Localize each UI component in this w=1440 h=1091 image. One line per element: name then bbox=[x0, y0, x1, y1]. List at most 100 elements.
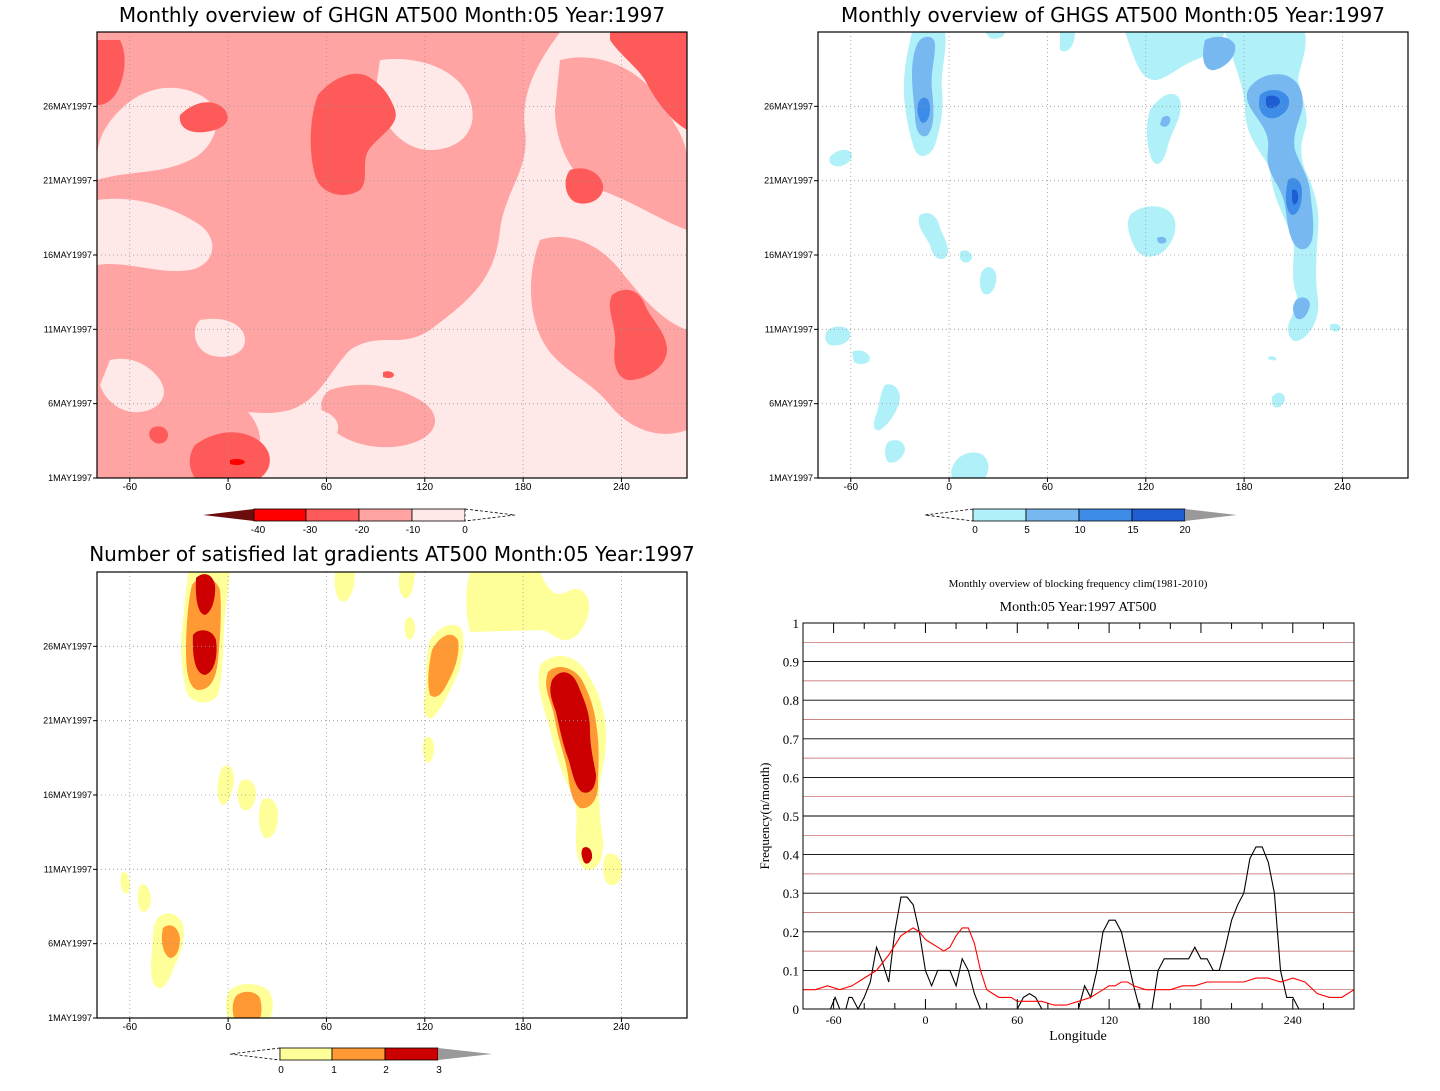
ghgn-colorbar-bin bbox=[359, 509, 412, 521]
y-tick-label: 6MAY1997 bbox=[48, 399, 92, 409]
x-tick-label: 0 bbox=[946, 482, 952, 493]
x-tick-label: -60 bbox=[123, 1022, 138, 1033]
x-tick-label: 240 bbox=[1284, 1013, 1302, 1027]
ghgn-colorbar-label: -40 bbox=[251, 525, 266, 536]
x-tick-label: -60 bbox=[826, 1013, 842, 1027]
lat-gradients-y-axis: 1MAY1997 6MAY1997 11MAY1997 16MAY1997 21MAY1… bbox=[43, 641, 97, 1023]
lat-gradients-colorbar-label: 1 bbox=[331, 1065, 337, 1076]
y-tick-label: 16MAY1997 bbox=[43, 790, 92, 800]
x-tick-label: 60 bbox=[1011, 1013, 1023, 1027]
lat-gradients-colorbar-bin bbox=[332, 1048, 385, 1060]
blocking-y-axis: 00.10.20.30.40.50.60.70.80.91 bbox=[783, 616, 800, 1017]
blocking-x-label: Longitude bbox=[1049, 1029, 1107, 1044]
y-tick-label: 26MAY1997 bbox=[764, 101, 813, 111]
y-tick-label: 11MAY1997 bbox=[44, 864, 92, 874]
y-tick-label: 16MAY1997 bbox=[43, 250, 92, 260]
y-tick-label: 6MAY1997 bbox=[769, 399, 813, 409]
ghgs-x-axis: -60 0 60 120 180 240 bbox=[844, 478, 1352, 493]
ghgn-colorbar-low-arrow bbox=[203, 509, 254, 521]
ghgs-colorbar-label: 20 bbox=[1179, 525, 1191, 536]
ghgs-colorbar-label: 15 bbox=[1127, 525, 1139, 536]
x-tick-label: 0 bbox=[225, 1022, 231, 1033]
ghgs-colorbar-label: 5 bbox=[1024, 525, 1030, 536]
lat-gradients-colorbar-bin bbox=[280, 1048, 332, 1060]
panel-lat-gradients: Number of satisfied lat gradients AT500 … bbox=[43, 542, 695, 1076]
y-tick-label: 26MAY1997 bbox=[43, 641, 92, 651]
y-tick-label: 0 bbox=[793, 1002, 800, 1017]
panel-ghgs-title: Monthly overview of GHGS AT500 Month:05 … bbox=[841, 3, 1385, 27]
y-tick-label: 0.1 bbox=[783, 963, 799, 978]
ghgn-colorbar-label: -10 bbox=[406, 525, 421, 536]
panel-ghgn: Monthly overview of GHGN AT500 Month:05 … bbox=[43, 3, 687, 536]
x-tick-label: 180 bbox=[515, 1022, 532, 1033]
y-tick-label: 6MAY1997 bbox=[48, 939, 92, 949]
panel-ghgn-title: Monthly overview of GHGN AT500 Month:05 … bbox=[119, 3, 665, 27]
y-tick-label: 16MAY1997 bbox=[764, 250, 813, 260]
y-tick-label: 0.9 bbox=[783, 655, 799, 670]
x-tick-label: -60 bbox=[844, 482, 859, 493]
y-tick-label: 0.4 bbox=[783, 848, 800, 863]
y-tick-label: 11MAY1997 bbox=[765, 324, 813, 334]
x-tick-label: 120 bbox=[416, 1022, 433, 1033]
ghgs-colorbar-label: 10 bbox=[1074, 525, 1086, 536]
blocking-subtitle: Month:05 Year:1997 AT500 bbox=[1000, 600, 1157, 615]
x-tick-label: 240 bbox=[613, 482, 630, 493]
y-tick-label: 0.7 bbox=[783, 732, 800, 747]
lat-gradients-colorbar-high-arrow bbox=[438, 1048, 492, 1060]
lat-gradients-colorbar-label: 0 bbox=[278, 1065, 284, 1076]
y-tick-label: 1 bbox=[793, 616, 800, 631]
series-line-red bbox=[803, 928, 1354, 1005]
blocking-y-label: Frequency(n/month) bbox=[757, 763, 772, 870]
blocking-x-axis: -60 0 60 120 180 240 bbox=[826, 623, 1354, 1027]
x-tick-label: 240 bbox=[1334, 482, 1351, 493]
lat-gradients-colorbar-label: 2 bbox=[383, 1065, 389, 1076]
x-tick-label: 240 bbox=[613, 1022, 630, 1033]
x-tick-label: 60 bbox=[1042, 482, 1054, 493]
x-tick-label: 60 bbox=[321, 482, 333, 493]
ghgn-x-axis: -60 0 60 120 180 240 bbox=[123, 478, 631, 493]
ghgs-colorbar-label: 0 bbox=[972, 525, 978, 536]
ghgs-colorbar-bin bbox=[973, 509, 1026, 521]
y-tick-label: 0.3 bbox=[783, 886, 799, 901]
x-tick-label: 60 bbox=[321, 1022, 333, 1033]
ghgn-colorbar: -40 -30 -20 -10 0 bbox=[203, 509, 515, 536]
y-tick-label: 21MAY1997 bbox=[764, 176, 813, 186]
y-tick-label: 1MAY1997 bbox=[769, 473, 813, 483]
lat-gradients-colorbar: 0 1 2 3 bbox=[230, 1048, 492, 1076]
x-tick-label: 120 bbox=[1100, 1013, 1118, 1027]
ghgn-colorbar-high-arrow bbox=[465, 509, 515, 521]
y-tick-label: 0.6 bbox=[783, 770, 800, 785]
blocking-grid bbox=[803, 642, 1354, 989]
x-tick-label: 0 bbox=[225, 482, 231, 493]
lat-gradients-colorbar-label: 3 bbox=[436, 1065, 442, 1076]
panel-blocking-frequency: Monthly overview of blocking frequency c… bbox=[757, 578, 1354, 1044]
lat-gradients-colorbar-low-arrow bbox=[230, 1048, 280, 1060]
ghgn-colorbar-bin bbox=[412, 509, 465, 521]
x-tick-label: 180 bbox=[1192, 1013, 1210, 1027]
x-tick-label: -60 bbox=[123, 482, 138, 493]
x-tick-label: 120 bbox=[416, 482, 433, 493]
x-tick-label: 180 bbox=[1236, 482, 1253, 493]
y-tick-label: 1MAY1997 bbox=[48, 1013, 92, 1023]
y-tick-label: 21MAY1997 bbox=[43, 176, 92, 186]
x-tick-label: 120 bbox=[1137, 482, 1154, 493]
ghgs-colorbar-low-arrow bbox=[925, 509, 973, 521]
blocking-series bbox=[803, 847, 1354, 1009]
y-tick-label: 1MAY1997 bbox=[48, 473, 92, 483]
ghgn-y-axis: 1MAY1997 6MAY1997 11MAY1997 16MAY1997 21MAY1… bbox=[43, 101, 97, 483]
ghgn-colorbar-label: -30 bbox=[303, 525, 318, 536]
y-tick-label: 0.5 bbox=[783, 809, 799, 824]
blocking-title: Monthly overview of blocking frequency c… bbox=[949, 578, 1208, 590]
panel-ghgs: Monthly overview of GHGS AT500 Month:05 … bbox=[764, 3, 1408, 536]
lat-gradients-colorbar-bin bbox=[385, 1048, 438, 1060]
ghgn-colorbar-label: 0 bbox=[462, 525, 468, 536]
ghgs-colorbar-high-arrow bbox=[1185, 509, 1237, 521]
series-line-black bbox=[803, 847, 1299, 1009]
x-tick-label: 180 bbox=[515, 482, 532, 493]
ghgn-colorbar-bin bbox=[306, 509, 359, 521]
ghgs-y-axis: 1MAY1997 6MAY1997 11MAY1997 16MAY1997 21MAY1… bbox=[764, 101, 818, 483]
y-tick-label: 26MAY1997 bbox=[43, 101, 92, 111]
ghgs-colorbar-bin bbox=[1079, 509, 1132, 521]
panel-lat-gradients-title: Number of satisfied lat gradients AT500 … bbox=[89, 542, 695, 566]
ghgs-colorbar-bin bbox=[1026, 509, 1079, 521]
